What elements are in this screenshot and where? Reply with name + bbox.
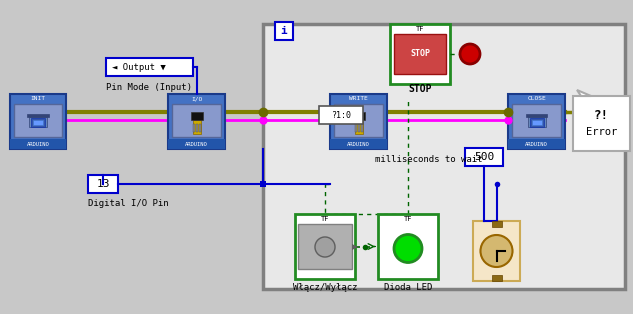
Text: INIT: INIT — [30, 96, 46, 101]
Bar — [394, 34, 446, 74]
Bar — [354, 124, 356, 132]
Bar — [199, 124, 201, 132]
Text: TF: TF — [321, 216, 329, 222]
Text: i: i — [280, 26, 287, 36]
Circle shape — [460, 44, 480, 64]
Bar — [358, 124, 360, 132]
Text: Error: Error — [586, 127, 617, 137]
Circle shape — [480, 235, 513, 267]
Bar — [192, 120, 201, 134]
Bar — [106, 58, 193, 76]
Bar — [330, 94, 387, 100]
Bar — [27, 114, 49, 116]
Text: ?!: ?! — [594, 109, 609, 122]
Bar — [172, 104, 221, 137]
Bar — [508, 94, 565, 149]
Bar — [525, 114, 548, 116]
Bar — [168, 94, 225, 100]
Bar — [196, 124, 197, 132]
Bar — [33, 120, 43, 125]
Text: ARDUINO: ARDUINO — [347, 142, 370, 147]
Bar — [298, 224, 352, 269]
Bar — [361, 124, 363, 132]
Bar — [529, 118, 544, 127]
Bar — [532, 120, 541, 125]
Bar — [512, 104, 561, 137]
Bar — [31, 118, 45, 127]
Text: Digital I/O Pin: Digital I/O Pin — [88, 198, 168, 208]
Bar — [168, 143, 225, 149]
Bar — [10, 94, 66, 100]
Text: 13: 13 — [96, 179, 110, 189]
Bar — [390, 24, 450, 84]
Bar — [491, 221, 501, 227]
Text: ?1:0: ?1:0 — [331, 111, 351, 120]
Bar — [508, 94, 565, 100]
Circle shape — [394, 235, 422, 263]
Bar — [330, 139, 387, 149]
Bar — [29, 116, 47, 127]
Text: Dioda LED: Dioda LED — [384, 283, 432, 291]
Text: Włącz/Wyłącz: Włącz/Wyłącz — [292, 283, 357, 291]
Bar — [573, 96, 630, 151]
Bar — [168, 139, 225, 149]
Bar — [473, 221, 520, 281]
Polygon shape — [577, 90, 591, 96]
Bar — [10, 94, 66, 149]
Bar — [191, 112, 203, 120]
Bar — [10, 143, 66, 149]
Bar — [465, 148, 503, 166]
Bar — [168, 94, 225, 149]
Text: STOP: STOP — [410, 50, 430, 58]
Text: I/O: I/O — [191, 96, 202, 101]
Text: ARDUINO: ARDUINO — [185, 142, 208, 147]
Bar — [192, 124, 194, 132]
Bar — [330, 94, 387, 149]
Bar — [88, 175, 118, 193]
Text: WRITE: WRITE — [349, 96, 368, 101]
Text: ◄ Output ▼: ◄ Output ▼ — [112, 62, 166, 72]
Bar — [354, 120, 363, 134]
Bar — [334, 104, 383, 137]
Bar — [378, 214, 438, 279]
Text: TF: TF — [404, 216, 412, 222]
Text: ARDUINO: ARDUINO — [525, 142, 548, 147]
Bar — [14, 104, 62, 137]
Circle shape — [315, 237, 335, 257]
Bar — [527, 116, 546, 127]
Text: TF: TF — [416, 26, 424, 32]
Bar — [295, 214, 355, 279]
Bar — [330, 143, 387, 149]
Text: Pin Mode (Input): Pin Mode (Input) — [106, 84, 192, 93]
Bar — [491, 275, 501, 281]
Bar — [508, 143, 565, 149]
Bar — [10, 139, 66, 149]
Bar — [275, 22, 293, 40]
Text: 500: 500 — [474, 152, 494, 162]
Text: CLOSE: CLOSE — [527, 96, 546, 101]
Bar — [508, 139, 565, 149]
Bar — [263, 24, 625, 289]
Text: ARDUINO: ARDUINO — [27, 142, 49, 147]
Bar — [353, 112, 365, 120]
Bar — [319, 106, 363, 124]
Text: milliseconds to wait: milliseconds to wait — [375, 154, 482, 164]
Text: STOP: STOP — [408, 84, 432, 94]
